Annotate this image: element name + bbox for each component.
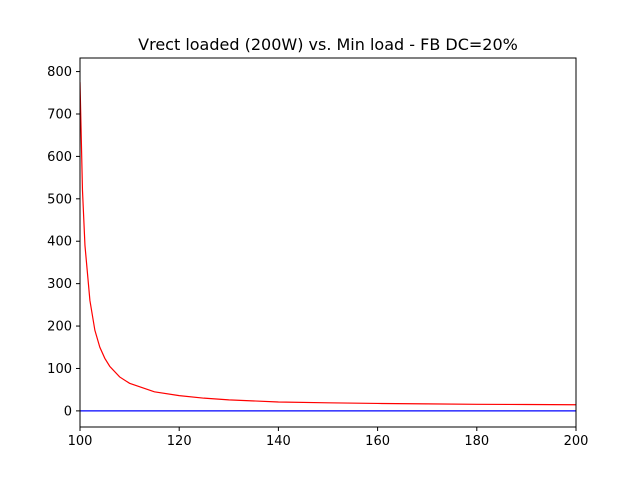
x-tick-label: 200 <box>564 434 589 449</box>
x-tick-label: 100 <box>68 434 93 449</box>
y-tick-label: 700 <box>47 107 72 122</box>
y-tick-label: 200 <box>47 320 72 335</box>
x-tick-label: 180 <box>464 434 489 449</box>
y-tick-label: 800 <box>47 65 72 80</box>
y-tick-label: 300 <box>47 277 72 292</box>
y-tick-label: 100 <box>47 362 72 377</box>
series-layer <box>80 82 576 412</box>
y-tick-label: 500 <box>47 192 72 207</box>
chart-title: Vrect loaded (200W) vs. Min load - FB DC… <box>138 35 518 54</box>
x-tick-label: 120 <box>167 434 192 449</box>
y-tick-label: 600 <box>47 150 72 165</box>
x-tick-label: 160 <box>365 434 390 449</box>
series-line-1 <box>80 82 576 406</box>
y-tick-label: 0 <box>64 404 72 419</box>
y-tick-label: 400 <box>47 235 72 250</box>
axes-layer: 100 120 140 160 180 200 0 100 200 300 400 500 600 700… <box>47 57 589 449</box>
plot-frame <box>79 57 577 428</box>
x-tick-label: 140 <box>266 434 291 449</box>
